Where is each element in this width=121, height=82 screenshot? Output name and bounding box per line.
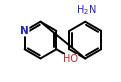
Text: HO: HO — [63, 54, 78, 64]
Text: H$_2$N: H$_2$N — [76, 3, 97, 16]
Text: N: N — [20, 26, 29, 36]
